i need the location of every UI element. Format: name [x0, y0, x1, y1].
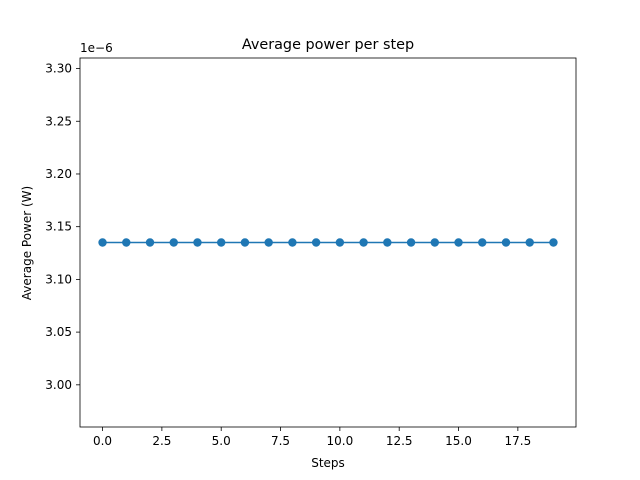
data-point	[193, 238, 202, 247]
x-tick-label: 15.0	[445, 434, 472, 448]
x-tick-label: 5.0	[212, 434, 231, 448]
data-point	[454, 238, 463, 247]
plot-area: 0.0 2.5 5.0 7.5 10.0 12.5 15.0 17.5 3.00 3.05 3.10…	[45, 57, 577, 448]
data-point	[335, 238, 345, 247]
data-point	[549, 238, 558, 247]
y-offset-label: 1e−6	[80, 41, 113, 55]
data-point	[430, 238, 439, 247]
x-tick-label: 17.5	[504, 434, 531, 448]
y-tick-label: 3.15	[45, 220, 72, 234]
y-tick-label: 3.25	[45, 114, 72, 128]
x-tick-label: 7.5	[271, 434, 290, 448]
data-point	[217, 238, 226, 247]
data-point	[501, 238, 511, 247]
data-point	[311, 238, 321, 247]
y-tick-label: 3.20	[45, 167, 72, 181]
y-tick-label: 3.10	[45, 272, 72, 286]
data-point	[240, 238, 250, 247]
data-point	[478, 238, 487, 247]
data-point	[98, 238, 107, 247]
chart-title: Average power per step	[242, 37, 414, 53]
x-tick-label: 2.5	[152, 434, 171, 448]
x-tick-label: 10.0	[327, 434, 354, 448]
y-tick-label: 3.05	[45, 325, 72, 339]
data-point	[406, 238, 416, 247]
x-tick-label: 12.5	[386, 434, 413, 448]
y-axis-label: Average Power (W)	[20, 186, 34, 300]
data-point	[122, 238, 131, 247]
data-point	[264, 238, 273, 247]
data-point	[145, 238, 155, 247]
axes-frame	[79, 57, 577, 428]
y-tick-label: 3.00	[45, 378, 72, 392]
x-axis-label: Steps	[311, 456, 345, 470]
data-point	[288, 238, 297, 247]
data-point	[359, 238, 368, 247]
x-tick-label: 0.0	[93, 434, 112, 448]
y-tick-label: 3.30	[45, 62, 72, 76]
data-point	[525, 238, 534, 247]
data-point	[169, 238, 178, 247]
data-point	[383, 238, 392, 247]
